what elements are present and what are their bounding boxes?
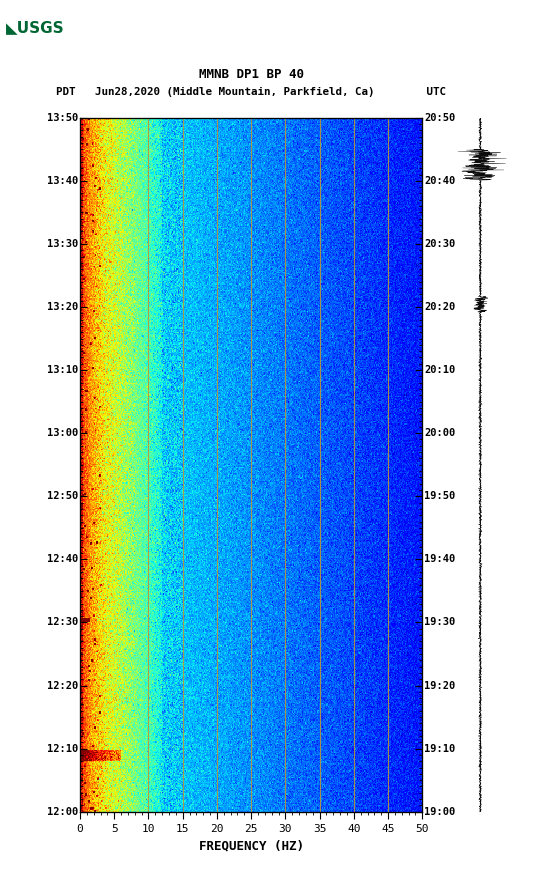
- Text: 12:20: 12:20: [47, 681, 78, 690]
- Text: 19:10: 19:10: [424, 744, 455, 754]
- Text: 19:30: 19:30: [424, 617, 455, 627]
- Text: 19:00: 19:00: [424, 806, 455, 817]
- Text: 13:00: 13:00: [47, 428, 78, 438]
- Text: 13:30: 13:30: [47, 239, 78, 249]
- Text: MMNB DP1 BP 40: MMNB DP1 BP 40: [199, 69, 304, 81]
- Text: 13:50: 13:50: [47, 112, 78, 123]
- Text: 20:20: 20:20: [424, 302, 455, 312]
- Text: 12:00: 12:00: [47, 806, 78, 817]
- X-axis label: FREQUENCY (HZ): FREQUENCY (HZ): [199, 839, 304, 852]
- Text: 13:20: 13:20: [47, 302, 78, 312]
- Text: 19:50: 19:50: [424, 491, 455, 501]
- Text: 19:20: 19:20: [424, 681, 455, 690]
- Text: 12:30: 12:30: [47, 617, 78, 627]
- Text: 20:40: 20:40: [424, 176, 455, 186]
- Text: 13:40: 13:40: [47, 176, 78, 186]
- Text: 20:30: 20:30: [424, 239, 455, 249]
- Text: 12:40: 12:40: [47, 554, 78, 565]
- Text: 20:10: 20:10: [424, 365, 455, 376]
- Text: 20:50: 20:50: [424, 112, 455, 123]
- Text: PDT   Jun28,2020 (Middle Mountain, Parkfield, Ca)        UTC: PDT Jun28,2020 (Middle Mountain, Parkfie…: [56, 87, 446, 97]
- Text: ◣USGS: ◣USGS: [6, 21, 64, 35]
- Text: 12:10: 12:10: [47, 744, 78, 754]
- Text: 12:50: 12:50: [47, 491, 78, 501]
- Text: 13:10: 13:10: [47, 365, 78, 376]
- Text: 20:00: 20:00: [424, 428, 455, 438]
- Text: 19:40: 19:40: [424, 554, 455, 565]
